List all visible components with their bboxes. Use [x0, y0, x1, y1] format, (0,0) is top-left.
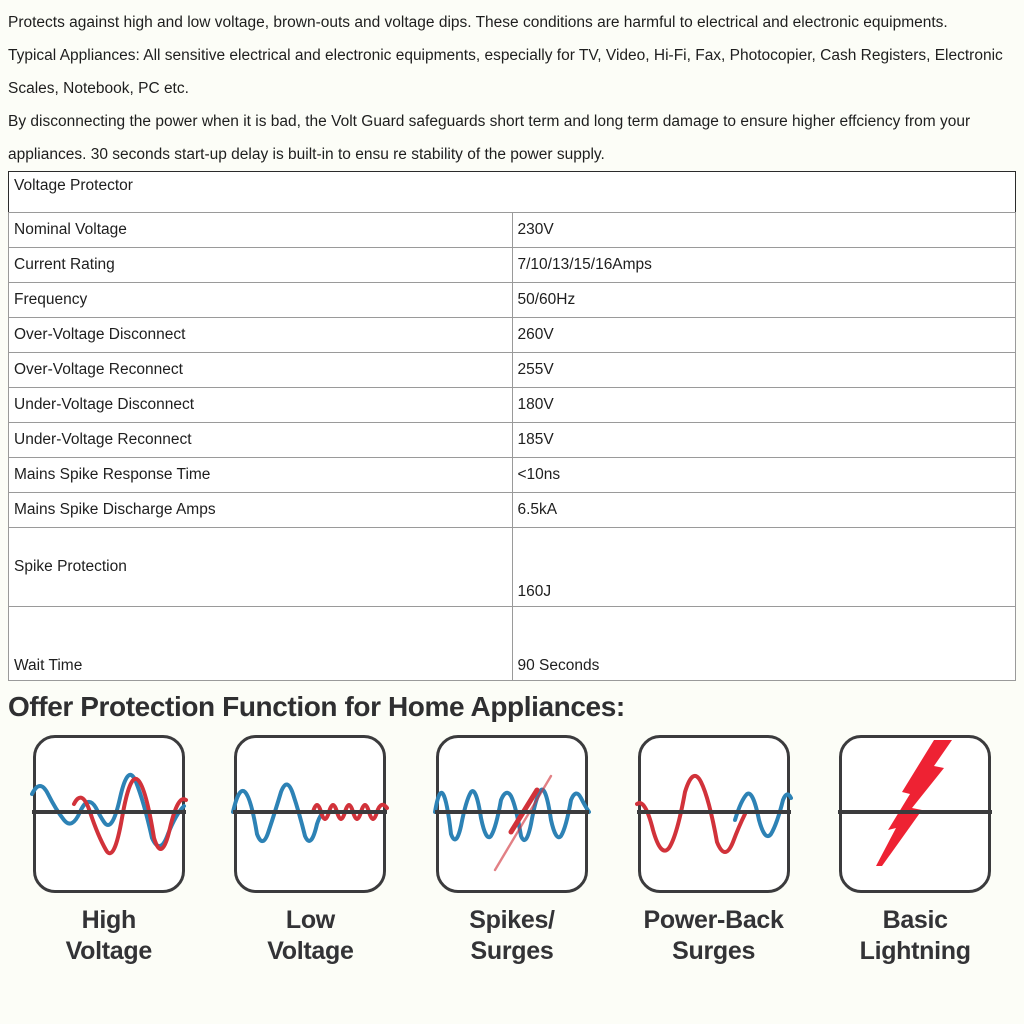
protection-item-power-back-surges: Power-Back Surges — [613, 735, 815, 967]
protection-item-label: Spikes/Surges — [469, 906, 555, 965]
intro-text-block: Protects against high and low voltage, b… — [0, 0, 1024, 171]
spec-row-label: Mains Spike Response Time — [8, 457, 513, 493]
high-voltage-icon-box — [29, 735, 188, 893]
protection-item-label: Basic Lightning — [859, 906, 971, 965]
protection-item-label: High Voltage — [65, 906, 153, 965]
spikes-surges-icon-box — [432, 735, 591, 893]
spec-row-value: 255V — [511, 352, 1016, 388]
protection-section-heading: Offer Protection Function for Home Appli… — [8, 691, 625, 722]
spec-row-label: Under-Voltage Disconnect — [8, 387, 513, 423]
spec-row-label: Wait Time — [8, 606, 513, 681]
basic-lightning-bolt-icon — [838, 740, 993, 866]
spec-row-value: 160J — [511, 527, 1016, 607]
protection-item-label: Low Voltage — [267, 906, 354, 965]
spec-table-title-cell: Voltage Protector — [8, 171, 1016, 213]
power-back-surges-waveform-icon — [634, 773, 793, 854]
voltage-protector-spec-table: Voltage Protector Nominal Voltage 230V Cur… — [8, 171, 1016, 681]
spec-table-row: Mains Spike Response Time <10ns — [8, 457, 1016, 493]
spec-row-value: 230V — [511, 212, 1016, 248]
spec-row-label: Under-Voltage Reconnect — [8, 422, 513, 458]
spec-table-row: Over-Voltage Reconnect 255V — [8, 352, 1016, 388]
spec-table-row: Under-Voltage Disconnect 180V — [8, 387, 1016, 423]
spec-table-row: Nominal Voltage 230V — [8, 212, 1016, 248]
spec-table-body: Voltage Protector Nominal Voltage 230V Cur… — [8, 171, 1016, 681]
spec-row-label: Over-Voltage Disconnect — [8, 317, 513, 353]
protection-item-basic-lightning: Basic Lightning — [814, 735, 1016, 967]
spec-row-value: 185V — [511, 422, 1016, 458]
spec-table-wrapper: Voltage Protector Nominal Voltage 230V Cur… — [0, 171, 1024, 681]
spec-row-label: Current Rating — [8, 247, 513, 283]
spec-row-value: 6.5kA — [511, 492, 1016, 528]
spec-table-row: Wait Time 90 Seconds — [8, 606, 1016, 681]
spec-row-value: 50/60Hz — [511, 282, 1016, 318]
spec-table-row: Spike Protection 160J — [8, 527, 1016, 607]
spec-row-label: Nominal Voltage — [8, 212, 513, 248]
protection-icon-row: High Voltage Low Voltage Spikes/Surges — [0, 723, 1024, 967]
spec-row-value: <10ns — [511, 457, 1016, 493]
spec-row-value: 260V — [511, 317, 1016, 353]
spec-table-title-row: Voltage Protector — [8, 171, 1016, 213]
protection-item-label: Power-Back Surges — [643, 906, 784, 965]
spikes-surges-waveform-icon — [432, 774, 591, 872]
power-back-surges-icon-box — [634, 735, 793, 893]
spec-row-label: Over-Voltage Reconnect — [8, 352, 513, 388]
spec-row-value: 7/10/13/15/16Amps — [511, 247, 1016, 283]
basic-lightning-icon-box — [838, 735, 993, 893]
spec-table-row: Current Rating 7/10/13/15/16Amps — [8, 247, 1016, 283]
spec-table-row: Over-Voltage Disconnect 260V — [8, 317, 1016, 353]
spec-table-row: Frequency 50/60Hz — [8, 282, 1016, 318]
spec-table-row: Mains Spike Discharge Amps 6.5kA — [8, 492, 1016, 528]
spec-row-value: 180V — [511, 387, 1016, 423]
intro-paragraph-3: By disconnecting the power when it is ba… — [8, 113, 971, 163]
protection-item-low-voltage: Low Voltage — [210, 735, 412, 967]
low-voltage-icon-box — [231, 735, 390, 893]
intro-paragraph-2: Typical Appliances: All sensitive electr… — [8, 47, 1003, 97]
spec-row-value: 90 Seconds — [511, 606, 1016, 681]
protection-item-spikes-surges: Spikes/Surges — [411, 735, 613, 967]
spec-row-label: Spike Protection — [8, 527, 513, 607]
protection-item-high-voltage: High Voltage — [8, 735, 210, 967]
low-voltage-waveform-icon — [231, 782, 390, 843]
spec-row-label: Frequency — [8, 282, 513, 318]
spec-row-label: Mains Spike Discharge Amps — [8, 492, 513, 528]
spec-table-row: Under-Voltage Reconnect 185V — [8, 422, 1016, 458]
intro-paragraph-1: Protects against high and low voltage, b… — [8, 14, 948, 31]
high-voltage-waveform-icon — [29, 772, 188, 856]
